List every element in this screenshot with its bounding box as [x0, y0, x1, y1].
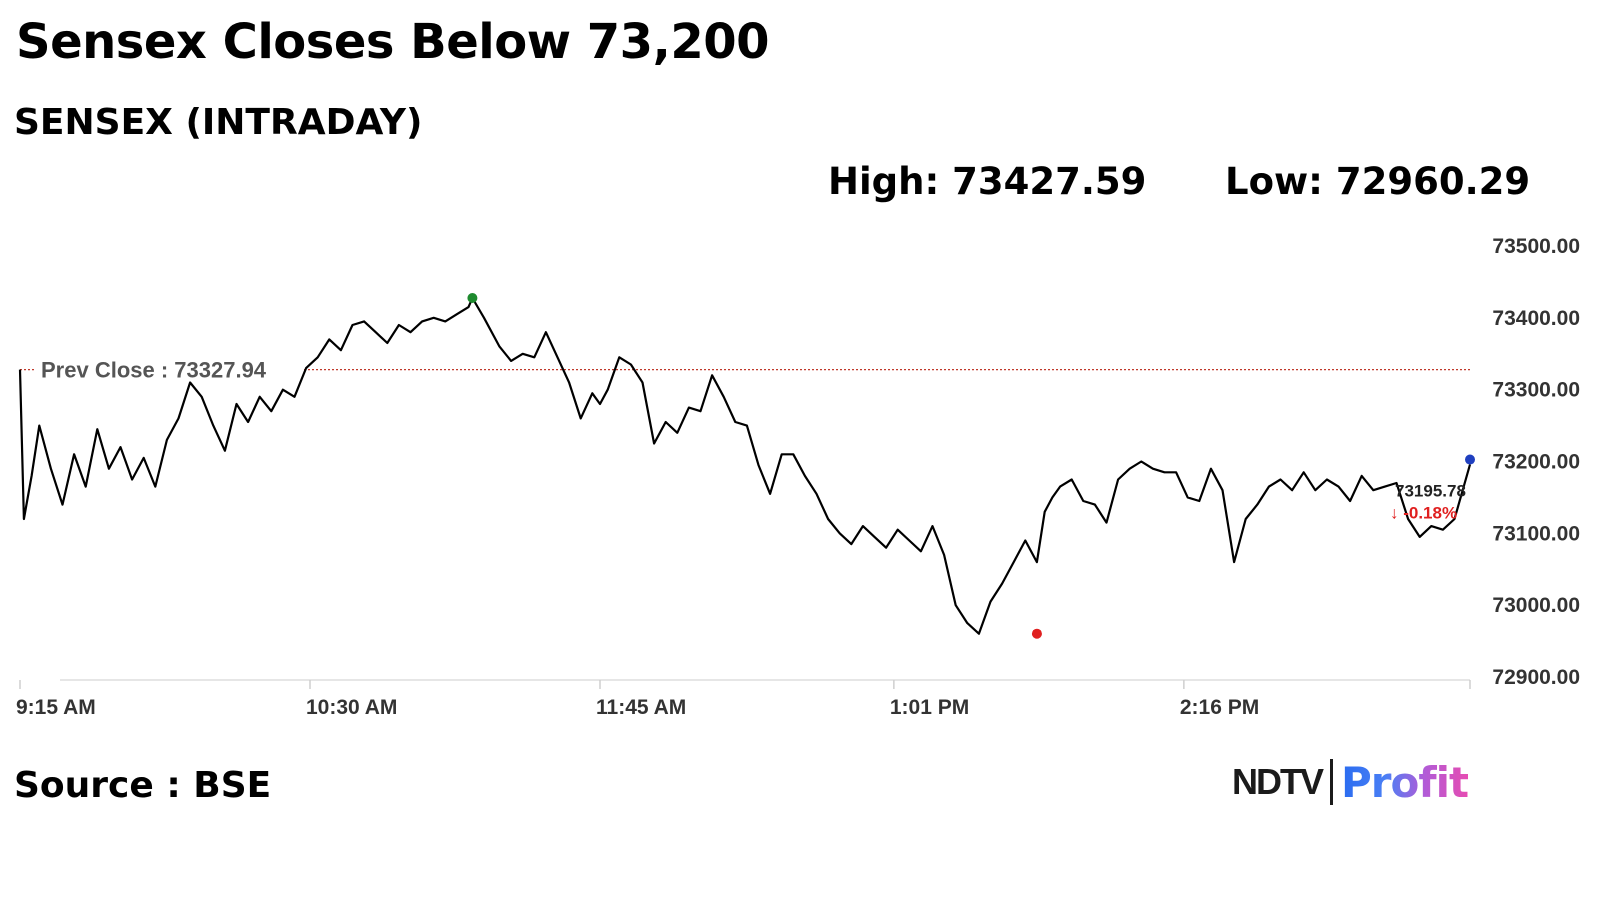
high-marker: [467, 293, 478, 304]
x-tick-label: 9:15 AM: [16, 696, 96, 719]
y-tick-label: 73500.00: [1492, 235, 1580, 258]
y-axis: 73500.00 73400.00 73300.00 73200.00 73100.00…: [1492, 235, 1580, 689]
low-label: Low:: [1225, 160, 1336, 203]
high-value: 73427.59: [952, 160, 1147, 203]
logo-profit-text: Profit: [1341, 757, 1469, 807]
y-tick-label: 73400.00: [1492, 307, 1580, 330]
prev-close-group: Prev Close : 73327.94: [20, 353, 1470, 383]
y-tick-label: 73300.00: [1492, 379, 1580, 402]
low-stat: Low: 72960.29: [1225, 160, 1530, 203]
x-tick-label: 1:01 PM: [890, 696, 969, 719]
x-tick-label: 11:45 AM: [596, 696, 686, 719]
change-label: ↓ -0.18%: [1390, 504, 1457, 523]
y-tick-label: 73000.00: [1492, 594, 1580, 617]
logo-divider: [1330, 759, 1333, 805]
chart-subtitle: SENSEX (INTRADAY): [14, 102, 423, 143]
source-note: Source : BSE: [14, 765, 272, 806]
last-marker: [1465, 454, 1475, 465]
prev-close-label-bg: [34, 353, 302, 382]
x-tick-label: 10:30 AM: [306, 696, 397, 719]
high-stat: High: 73427.59: [828, 160, 1146, 203]
ndtv-profit-logo: NDTV Profit: [1232, 756, 1469, 808]
y-tick-label: 72900.00: [1492, 666, 1580, 689]
low-marker: [1031, 628, 1042, 639]
low-value: 72960.29: [1335, 160, 1531, 203]
price-series-line: [18, 296, 1472, 635]
logo-ndtv-text: NDTV: [1232, 761, 1324, 802]
headline: Sensex Closes Below 73,200: [16, 14, 770, 70]
last-value-label: 73195.78: [1395, 482, 1466, 501]
x-tick-label: 2:16 PM: [1180, 696, 1259, 719]
y-tick-label: 73100.00: [1492, 522, 1580, 545]
markers: 73195.78 ↓ -0.18%: [467, 293, 1475, 639]
y-tick-label: 73200.00: [1492, 451, 1580, 474]
high-label: High:: [828, 160, 953, 203]
x-axis: 9:15 AM 10:30 AM 11:45 AM 1:01 PM 2:16 PM: [16, 679, 1471, 719]
prev-close-label: Prev Close : 73327.94: [41, 358, 267, 383]
